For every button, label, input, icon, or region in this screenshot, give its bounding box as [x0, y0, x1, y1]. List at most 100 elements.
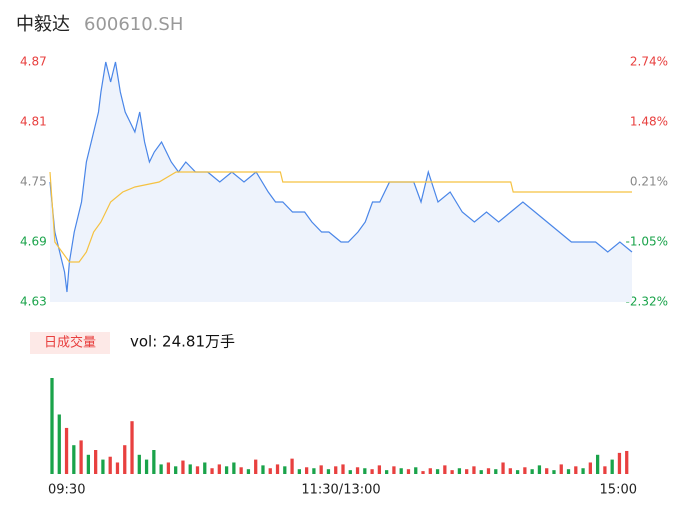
volume-bar	[581, 468, 585, 474]
volume-label: 日成交量	[44, 335, 96, 351]
volume-bar	[159, 464, 163, 474]
volume-bar	[472, 466, 476, 474]
volume-bar	[334, 466, 338, 474]
volume-bar	[224, 466, 229, 474]
volume-bar	[304, 467, 309, 474]
volume-bar	[72, 445, 76, 474]
volume-bar	[152, 450, 156, 474]
stock-name: 中毅达	[16, 14, 70, 35]
volume-bar	[363, 468, 367, 474]
volume-bar	[297, 469, 301, 474]
volume-bar	[414, 467, 418, 474]
volume-bar	[595, 454, 600, 474]
volume-bar	[443, 465, 447, 474]
volume-bar	[428, 468, 432, 474]
volume-bar	[137, 454, 141, 474]
volume-bar	[312, 468, 316, 474]
volume-bar	[50, 378, 54, 474]
volume-bar	[341, 464, 345, 474]
stock-code: 600610.SH	[84, 14, 183, 35]
volume-bar	[559, 464, 563, 474]
volume-bar	[625, 450, 629, 474]
volume-bar	[188, 464, 192, 474]
volume-bar	[385, 470, 389, 474]
volume-bar	[94, 450, 98, 474]
volume-bar	[108, 456, 112, 474]
volume-bar	[552, 470, 556, 474]
volume-bar	[261, 465, 265, 474]
volume-bar	[465, 469, 469, 474]
volume-bar	[203, 462, 207, 474]
y-tick-label: 4.81	[20, 115, 47, 129]
volume-bar	[283, 466, 287, 474]
volume-bar	[530, 469, 534, 474]
volume-bar	[392, 466, 396, 474]
volume-bar	[370, 469, 374, 474]
volume-bar	[421, 471, 425, 474]
y2-tick-label: 2.74%	[630, 55, 668, 69]
price-line	[49, 61, 633, 293]
x-tick-label: 11:30/13:00	[301, 483, 380, 498]
y-tick-label: 4.75	[20, 175, 47, 189]
volume-bar	[348, 470, 352, 474]
volume-bar	[603, 466, 607, 474]
volume-bar	[399, 468, 403, 474]
volume-bar	[494, 469, 498, 474]
volume-bar	[115, 462, 120, 474]
volume-bar	[610, 459, 614, 474]
volume-bar	[486, 468, 491, 474]
y2-tick-label: 0.21%	[630, 175, 668, 189]
average-line	[49, 171, 632, 263]
volume-bar	[254, 459, 258, 474]
volume-bar	[479, 470, 483, 474]
volume-bar	[239, 467, 243, 474]
volume-bar	[435, 469, 440, 474]
y-tick-label: 4.87	[20, 55, 47, 69]
volume-bar	[144, 459, 149, 474]
volume-bar	[355, 467, 360, 474]
price-area	[50, 62, 632, 302]
volume-bar	[574, 466, 578, 474]
x-tick-label: 15:00	[600, 483, 637, 498]
volume-bar	[319, 465, 323, 474]
volume-bar	[210, 468, 214, 474]
volume-bar	[181, 460, 185, 474]
volume-bar	[508, 468, 512, 474]
volume-bar	[174, 466, 178, 474]
volume-bar	[377, 465, 382, 474]
volume-bar	[406, 469, 411, 474]
volume-bar	[166, 462, 171, 474]
volume-bar	[617, 452, 622, 474]
volume-bar	[130, 421, 134, 474]
volume-bar	[217, 464, 221, 474]
y2-tick-label: 1.48%	[630, 114, 668, 128]
volume-bar	[275, 464, 280, 474]
volume-bar	[246, 469, 251, 474]
volume-bar	[450, 470, 454, 474]
y-tick-label: 4.63	[20, 295, 47, 309]
label-box	[30, 332, 110, 354]
volume-bar	[588, 462, 592, 474]
volume-bar	[290, 458, 294, 474]
volume-bar	[515, 470, 520, 474]
volume-bar	[57, 414, 61, 474]
x-tick-label: 09:30	[48, 483, 85, 498]
volume-bar	[86, 454, 91, 474]
volume-bar	[232, 462, 236, 474]
volume-bar	[457, 468, 462, 474]
volume-bar	[537, 465, 542, 474]
y2-tick-label: -2.32%	[626, 295, 668, 309]
volume-bar	[566, 469, 571, 474]
y-tick-label: 4.69	[20, 235, 47, 249]
volume-bar	[268, 468, 272, 474]
volume-summary: vol: 24.81万手	[130, 333, 235, 351]
volume-bar	[195, 466, 200, 474]
volume-bar	[326, 469, 331, 474]
volume-bar	[64, 427, 69, 474]
volume-bar	[123, 445, 127, 474]
volume-bar	[79, 440, 83, 474]
volume-bar	[545, 468, 549, 474]
y2-tick-label: -1.05%	[626, 234, 668, 248]
volume-bar	[101, 459, 105, 474]
